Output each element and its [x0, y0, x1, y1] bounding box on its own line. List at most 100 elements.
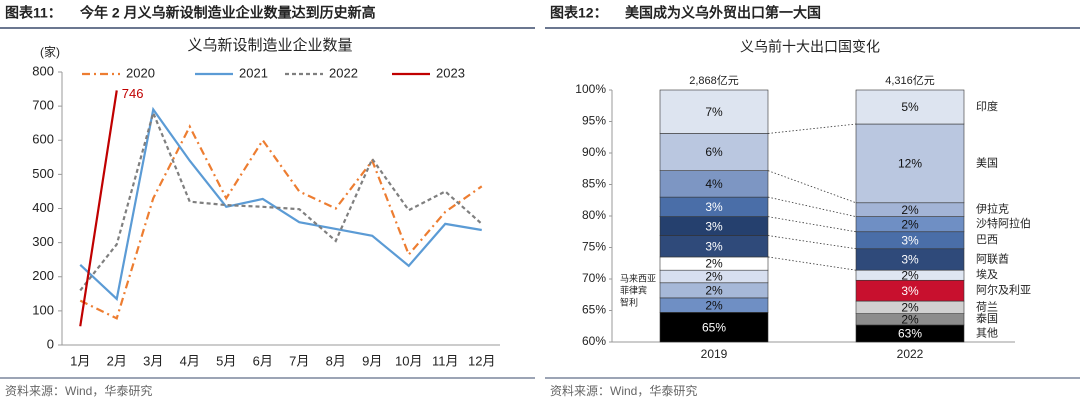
- x-tick-label: 11月: [432, 353, 459, 368]
- segment-name: 印度: [976, 99, 998, 113]
- segment-label: 3%: [705, 219, 723, 233]
- segment-label: 2%: [901, 301, 919, 315]
- series-line: [79, 124, 483, 320]
- x-tick-label: 7月: [289, 353, 309, 368]
- y-tick-label: 600: [32, 132, 54, 147]
- x-tick-label: 2022: [897, 347, 924, 361]
- segment-label: 3%: [901, 284, 919, 298]
- segment-label: 2%: [901, 217, 919, 231]
- segment-label: 63%: [898, 327, 922, 341]
- segment-label: 4%: [705, 177, 723, 191]
- x-tick-label: 2月: [107, 353, 127, 368]
- series-line: [79, 109, 483, 292]
- x-tick-label: 2019: [701, 347, 728, 361]
- y-tick-label: 60%: [582, 334, 606, 348]
- x-tick-label: 5月: [216, 353, 236, 368]
- segment-label: 3%: [705, 200, 723, 214]
- segment-name: 其他: [976, 326, 998, 339]
- total-label: 4,316亿元: [885, 74, 935, 87]
- segment-name: 泰国: [976, 311, 998, 325]
- x-tick-label: 6月: [253, 353, 273, 368]
- header: 美国成为义乌外贸出口第一大国: [625, 5, 821, 21]
- link-line: [767, 170, 857, 204]
- y-tick-label: 500: [32, 166, 54, 181]
- x-tick-label: 1月: [70, 353, 90, 368]
- segment-label: 65%: [702, 320, 726, 334]
- y-tick-label: 200: [32, 268, 54, 283]
- y-tick-label: 75%: [582, 240, 606, 254]
- segment-name: 埃及: [976, 267, 998, 281]
- y-axis-label: (家): [40, 44, 60, 59]
- segment-label: 2%: [705, 270, 723, 284]
- segment-name: 伊拉克: [976, 202, 1009, 216]
- bar-segment: [659, 312, 769, 343]
- segment-name: 沙特阿拉伯: [976, 216, 1031, 230]
- segment-label: 6%: [705, 145, 723, 159]
- segment-label: 5%: [901, 100, 919, 114]
- link-line: [767, 123, 857, 134]
- legend-label: 2021: [239, 65, 268, 80]
- segment-label: 3%: [901, 233, 919, 247]
- series-line: [79, 90, 118, 327]
- segment-label: 2%: [705, 298, 723, 312]
- chart-title: 义乌新设制造业企业数量: [187, 36, 352, 54]
- y-tick-label: 65%: [582, 303, 606, 317]
- y-tick-label: 100: [32, 302, 54, 317]
- header-label: 图表11：: [5, 5, 62, 21]
- side-label: 菲律宾: [620, 285, 647, 296]
- source: 资料来源：Wind，华泰研究: [550, 383, 697, 398]
- x-tick-label: 12月: [468, 353, 495, 368]
- y-tick-label: 100%: [575, 82, 606, 96]
- side-label: 智利: [620, 297, 638, 308]
- bar-segment: [659, 170, 769, 198]
- legend-label: 2022: [329, 65, 358, 80]
- header-label: 图表12：: [550, 5, 608, 21]
- segment-name: 荷兰: [976, 300, 998, 313]
- y-tick-label: 85%: [582, 177, 606, 191]
- segment-name: 阿尔及利亚: [976, 284, 1031, 297]
- header: 今年 2 月义乌新设制造业企业数量达到历史新高: [79, 5, 376, 21]
- y-tick-label: 70%: [582, 271, 606, 285]
- segment-label: 2%: [705, 284, 723, 298]
- x-tick-label: 8月: [326, 353, 346, 368]
- bar-segment: [855, 123, 965, 204]
- segment-label: 2%: [901, 312, 919, 326]
- segment-label: 12%: [898, 157, 922, 171]
- legend-label: 2023: [436, 65, 465, 80]
- link-line: [767, 235, 857, 250]
- y-tick-label: 0: [47, 336, 54, 351]
- link-line: [767, 196, 857, 218]
- bar-segment: [659, 133, 769, 171]
- legend-label: 2020: [126, 65, 155, 80]
- total-label: 2,868亿元: [689, 74, 739, 87]
- segment-name: 阿联酋: [976, 251, 1009, 265]
- segment-label: 7%: [705, 105, 723, 119]
- y-tick-label: 95%: [582, 114, 606, 128]
- segment-label: 3%: [705, 239, 723, 253]
- bar-segment: [659, 89, 769, 134]
- segment-label: 2%: [901, 268, 919, 282]
- link-line: [767, 216, 857, 233]
- y-tick-label: 700: [32, 98, 54, 113]
- link-line: [767, 256, 857, 271]
- x-tick-label: 3月: [143, 353, 163, 368]
- x-tick-label: 9月: [362, 353, 382, 368]
- segment-label: 3%: [901, 253, 919, 267]
- chart-title: 义乌前十大出口国变化: [740, 39, 880, 55]
- data-label: 746: [122, 86, 144, 101]
- bar-segment: [855, 89, 965, 125]
- y-tick-label: 400: [32, 200, 54, 215]
- y-tick-label: 300: [32, 234, 54, 249]
- x-tick-label: 10月: [395, 353, 422, 368]
- segment-name: 美国: [976, 156, 998, 169]
- segment-label: 2%: [901, 203, 919, 217]
- segment-label: 2%: [705, 257, 723, 271]
- y-tick-label: 90%: [582, 145, 606, 159]
- segment-name: 巴西: [976, 234, 998, 246]
- y-tick-label: 80%: [582, 208, 606, 222]
- source: 资料来源：Wind，华泰研究: [5, 383, 152, 398]
- side-label: 马来西亚: [620, 274, 656, 284]
- y-tick-label: 800: [32, 63, 54, 78]
- series-line: [79, 106, 482, 302]
